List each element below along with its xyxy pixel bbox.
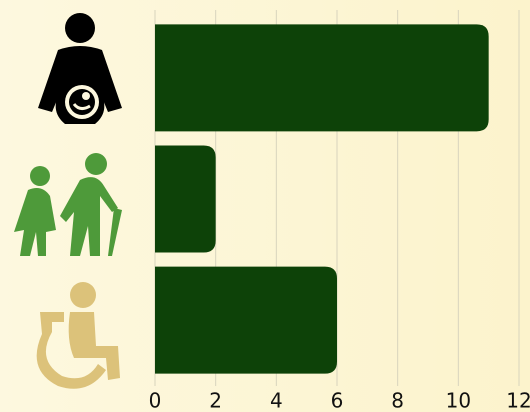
x-tick-label: 2 — [209, 389, 222, 412]
pregnant-icon — [38, 13, 122, 124]
x-tick-label: 0 — [149, 389, 162, 412]
x-tick-label: 12 — [506, 389, 530, 412]
x-tick-label: 6 — [331, 389, 344, 412]
bar — [155, 266, 337, 374]
bar — [155, 24, 489, 132]
x-tick-label: 4 — [270, 389, 283, 412]
bar — [155, 145, 216, 253]
wheelchair-icon — [36, 282, 120, 389]
x-tick-label: 8 — [391, 389, 404, 412]
x-tick-label: 10 — [446, 389, 471, 412]
bars — [155, 24, 489, 374]
elderly-icon — [14, 153, 122, 256]
